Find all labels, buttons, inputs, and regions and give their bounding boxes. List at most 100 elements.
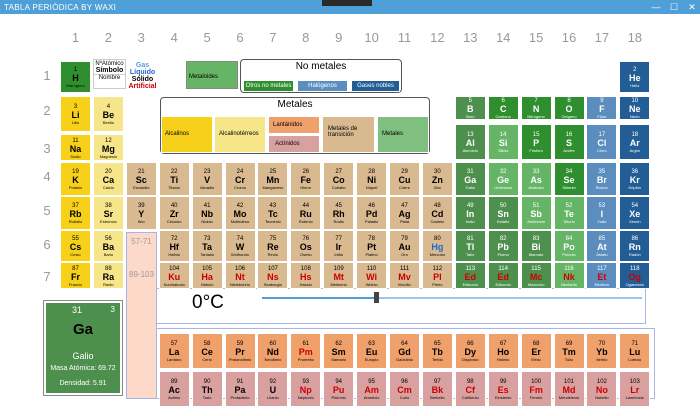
element-cr[interactable]: 24 Cr Cromo: [224, 162, 256, 196]
element-c[interactable]: 6 C Carbono: [487, 96, 519, 120]
element-cd[interactable]: 48 Cd Cadmio: [421, 196, 453, 230]
element-ca[interactable]: 20 Ca Calcio: [92, 162, 124, 196]
element-co[interactable]: 27 Co Cobalto: [323, 162, 355, 196]
element-nd[interactable]: 60 Nd Neodimio: [257, 333, 289, 369]
element-am[interactable]: 95 Am Americio: [356, 371, 388, 407]
element-ku[interactable]: 104 Ku Kurchatovio: [158, 262, 190, 289]
element-kr[interactable]: 36 Kr Kriptón: [619, 162, 651, 196]
element-ru[interactable]: 44 Ru Rutenio: [290, 196, 322, 230]
element-pa[interactable]: 91 Pa Protactinio: [224, 371, 256, 407]
element-sm[interactable]: 62 Sm Samario: [323, 333, 355, 369]
element-ba[interactable]: 56 Ba Bario: [92, 230, 124, 262]
element-nk[interactable]: 116 Nk Nectarito: [553, 262, 585, 289]
element-xe[interactable]: 54 Xe Xenón: [619, 196, 651, 230]
element-cm[interactable]: 96 Cm Curio: [389, 371, 420, 407]
element-er[interactable]: 68 Er Erbio: [520, 333, 552, 369]
element-ir[interactable]: 77 Ir Iridio: [323, 230, 355, 262]
element-pl[interactable]: 112 Pl Plerio: [421, 262, 453, 289]
element-et[interactable]: 117 Et Etioleno: [586, 262, 618, 289]
element-lu[interactable]: 71 Lu Lutecio: [619, 333, 651, 369]
element-yb[interactable]: 70 Yb Iterbio: [586, 333, 618, 369]
element-te[interactable]: 52 Te Telurio: [553, 196, 585, 230]
actinides-placeholder[interactable]: 89-103: [129, 270, 154, 279]
element-mc[interactable]: 115 Mc Moscovio: [520, 262, 552, 289]
element-sc[interactable]: 21 Sc Escandio: [125, 162, 157, 196]
element-s[interactable]: 16 S Azufre: [553, 124, 585, 160]
element-la[interactable]: 57 La Lantano: [158, 333, 190, 369]
element-v[interactable]: 23 V Vanadio: [191, 162, 223, 196]
element-al[interactable]: 13 Al Aluminio: [454, 124, 486, 160]
element-ho[interactable]: 67 Ho Holmio: [487, 333, 519, 369]
element-nb[interactable]: 41 Nb Niobio: [191, 196, 223, 230]
filter-alcalinos[interactable]: Alcalinos: [161, 116, 213, 153]
element-np[interactable]: 93 Np Neptunio: [290, 371, 322, 407]
filter-actinidos[interactable]: Actínidos: [268, 135, 320, 153]
element-tl[interactable]: 81 Tl Talio: [454, 230, 486, 262]
filter-otros-no-metales[interactable]: Otros no metales: [243, 80, 294, 92]
temperature-slider[interactable]: [262, 292, 642, 303]
element-dy[interactable]: 66 Dy Disprosio: [454, 333, 486, 369]
element-be[interactable]: 4 Be Berilio: [92, 96, 124, 132]
element-tc[interactable]: 43 Tc Tecnecio: [257, 196, 289, 230]
close-button[interactable]: ✕: [688, 2, 696, 12]
element-bi[interactable]: 83 Bi Bismuto: [520, 230, 552, 262]
element-ed[interactable]: 114 Ed Edisonio: [487, 262, 519, 289]
element-eu[interactable]: 63 Eu Europio: [356, 333, 388, 369]
element-he[interactable]: 2 He Helio: [619, 61, 651, 93]
element-no[interactable]: 102 No Nobelio: [586, 371, 618, 407]
filter-metales[interactable]: Metales: [377, 116, 429, 153]
element-u[interactable]: 92 U Uranio: [257, 371, 289, 407]
element-f[interactable]: 9 F Flúor: [586, 96, 618, 120]
filter-alcalinoterreos[interactable]: Alcalinotérreos: [214, 116, 266, 153]
element-cl[interactable]: 17 Cl Cloro: [586, 124, 618, 160]
element-au[interactable]: 79 Au Oro: [389, 230, 420, 262]
element-tb[interactable]: 65 Tb Terbio: [421, 333, 453, 369]
element-os[interactable]: 76 Os Osmio: [290, 230, 322, 262]
element-ni[interactable]: 28 Ni Níquel: [356, 162, 388, 196]
element-as[interactable]: 33 As Arsénico: [520, 162, 552, 196]
element-cs[interactable]: 55 Cs Cesio: [60, 230, 91, 262]
minimize-button[interactable]: —: [651, 2, 661, 12]
filter-halogenos[interactable]: Halógenos: [297, 80, 348, 92]
element-lr[interactable]: 103 Lr Lawrencio: [619, 371, 651, 407]
element-re[interactable]: 75 Re Renio: [257, 230, 289, 262]
element-og[interactable]: 118 Og Oganesón: [619, 262, 651, 289]
element-pu[interactable]: 94 Pu Plutonio: [323, 371, 355, 407]
element-md[interactable]: 101 Md Mendelevio: [553, 371, 585, 407]
element-gd[interactable]: 64 Gd Gadolinio: [389, 333, 420, 369]
filter-metales-transicion[interactable]: Metales de transición: [322, 116, 375, 153]
element-es[interactable]: 99 Es Einstenio: [487, 371, 519, 407]
element-in[interactable]: 49 In Indio: [454, 196, 486, 230]
element-rh[interactable]: 45 Rh Rodio: [323, 196, 355, 230]
element-ce[interactable]: 58 Ce Cerio: [191, 333, 223, 369]
element-sr[interactable]: 38 Sr Estroncio: [92, 196, 124, 230]
element-pb[interactable]: 82 Pb Plomo: [487, 230, 519, 262]
element-sb[interactable]: 51 Sb Antimonio: [520, 196, 552, 230]
element-ac[interactable]: 89 Ac Actinio: [158, 371, 190, 407]
element-hg[interactable]: 80 Hg Mercurio: [421, 230, 453, 262]
element-wi[interactable]: 110 Wi Wixhio: [356, 262, 388, 289]
element-ga[interactable]: 31 Ga Galio: [454, 162, 486, 196]
filter-lantanidos[interactable]: Lantánidos: [268, 116, 320, 134]
element-pt[interactable]: 78 Pt Platino: [356, 230, 388, 262]
element-fr[interactable]: 87 Fr Francio: [60, 262, 91, 289]
element-ti[interactable]: 22 Ti Titanio: [158, 162, 190, 196]
element-pr[interactable]: 59 Pr Praseodimio: [224, 333, 256, 369]
element-i[interactable]: 53 I Yodo: [586, 196, 618, 230]
element-pd[interactable]: 46 Pd Paladio: [356, 196, 388, 230]
element-o[interactable]: 8 O Oxígeno: [553, 96, 585, 120]
element-zn[interactable]: 30 Zn Zinc: [421, 162, 453, 196]
filter-metaloides[interactable]: Metaloides: [186, 61, 238, 89]
element-y[interactable]: 39 Y Itrio: [125, 196, 157, 230]
element-ag[interactable]: 47 Ag Plata: [389, 196, 420, 230]
element-ra[interactable]: 88 Ra Radio: [92, 262, 124, 289]
element-at[interactable]: 85 At Ástato: [586, 230, 618, 262]
element-rb[interactable]: 37 Rb Rubidio: [60, 196, 91, 230]
element-b[interactable]: 5 B Boro: [454, 96, 486, 120]
element-hs[interactable]: 108 Hs Hassio: [290, 262, 322, 289]
element-li[interactable]: 3 Li Litio: [60, 96, 91, 132]
element-ge[interactable]: 32 Ge Germanio: [487, 162, 519, 196]
element-h[interactable]: 1 H Hidrógeno: [60, 61, 91, 93]
filter-gases-nobles[interactable]: Gases nobles: [351, 80, 400, 92]
element-ed[interactable]: 113 Ed Edisonio: [454, 262, 486, 289]
